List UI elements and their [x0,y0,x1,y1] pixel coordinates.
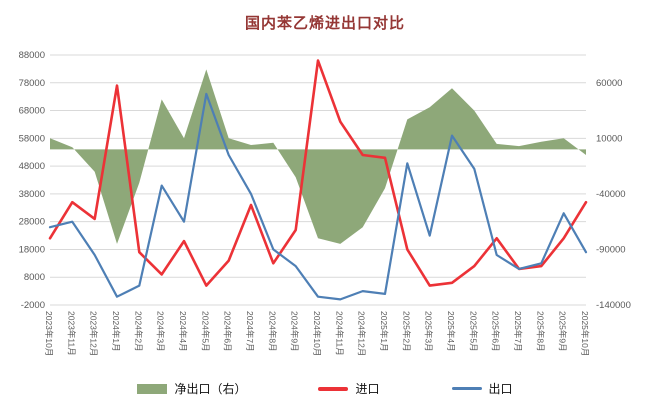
left-axis-tick-label: 78000 [19,78,45,89]
x-axis-category-label: 2023年11月 [66,311,76,356]
legend-label-net-export: 净出口（右） [174,382,247,396]
x-axis-category-label: 2025年5月 [468,311,478,352]
x-axis-category-label: 2025年4月 [446,311,456,352]
legend-label-import: 进口 [355,382,380,396]
left-axis-tick-label: 88000 [19,50,45,61]
x-axis-category-label: 2023年12月 [89,311,99,356]
legend-label-export: 出口 [488,382,513,396]
left-axis-tick-label: 58000 [19,133,45,144]
left-axis-tick-label: 8000 [24,272,45,283]
x-axis-category-label: 2024年6月 [223,311,233,352]
chart-title: 国内苯乙烯进出口对比 [244,15,405,32]
legend-item-import: 进口 [318,380,380,397]
right-axis-tick-label: -40000 [596,189,626,200]
left-axis-tick-label: 68000 [19,106,45,117]
x-axis-category-label: 2024年7月 [245,311,255,352]
x-axis-category-label: 2025年10月 [580,311,590,356]
x-axis-category-label: 2024年12月 [357,311,367,356]
x-axis-category-label: 2024年8月 [267,311,277,352]
export-line-swatch-icon [451,387,482,390]
import-line-series [48,59,588,287]
net-export-area-series [50,69,586,244]
x-axis-category-label: 2025年2月 [401,311,411,352]
right-axis-tick-label: -90000 [596,244,626,255]
x-axis-category-label: 2025年6月 [491,311,501,352]
x-axis-category-label: 2025年1月 [379,311,389,352]
right-axis-tick-label: 10000 [596,133,622,144]
import-line-swatch-icon [318,386,349,391]
x-axis-category-label: 2024年9月 [290,311,300,352]
legend-item-net-export: 净出口（右） [137,380,246,397]
x-axis-category-label: 2025年7月 [513,311,523,352]
left-axis-tick-label: -2000 [21,300,45,311]
left-axis-tick-label: 28000 [19,217,45,228]
x-axis-category-label: 2024年2月 [133,311,143,352]
legend-item-export: 出口 [451,380,513,397]
x-axis-category-label: 2024年3月 [156,311,166,352]
chart-canvas: -2000 8000 18000 28000 38000 48000 58000 68000 7… [19,50,631,356]
x-axis-category-label: 2024年1月 [111,311,121,352]
right-axis-tick-label: 60000 [596,78,622,89]
x-axis-category-label: 2023年10月 [44,311,54,356]
x-axis-category-label: 2024年10月 [312,311,322,356]
export-line-series [48,92,588,301]
x-axis-category-label: 2024年4月 [178,311,188,352]
x-axis-category-label: 2025年8月 [535,311,545,352]
left-axis-tick-label: 48000 [19,161,45,172]
right-axis-tick-label: -140000 [596,300,631,311]
left-axis-tick-label: 18000 [19,244,45,255]
net-export-area-swatch-icon [137,383,168,394]
x-axis-category-label: 2025年3月 [424,311,434,352]
left-axis-tick-label: 38000 [19,189,45,200]
x-axis-category-label: 2024年5月 [200,311,210,352]
x-axis-category-label: 2024年11月 [334,311,344,356]
x-axis-category-label: 2025年9月 [558,311,568,352]
chart-legend: 净出口（右） 进口 出口 [0,380,650,397]
